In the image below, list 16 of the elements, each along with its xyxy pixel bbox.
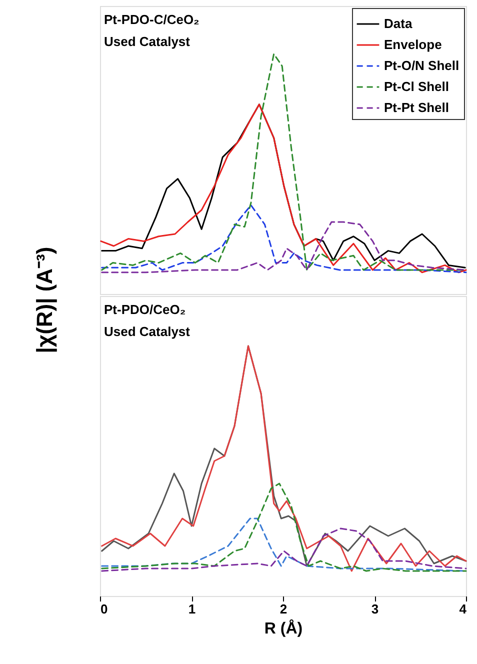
legend-label: Envelope [384,37,442,52]
x-tick-label: 4 [459,602,468,616]
chart-title: Pt-PDO-C/CeO₂ [104,12,200,27]
y-axis-title: |χ(R)| (A⁻³) [32,246,57,354]
chart-subtitle: Used Catalyst [104,34,191,49]
x-tick-label: 2 [280,602,288,616]
legend-label: Pt-O/N Shell [384,58,460,73]
x-tick-label: 0 [100,602,108,616]
x-tick-label: 3 [371,602,379,616]
x-axis-title: R (Å) [264,618,303,638]
legend-label: Pt-Cl Shell [384,79,450,94]
chart-title: Pt-PDO/CeO₂ [104,302,186,317]
chart-subtitle: Used Catalyst [104,324,191,339]
legend-label: Data [384,16,413,31]
x-tick-label: 1 [188,602,196,616]
legend-label: Pt-Pt Shell [384,100,450,115]
